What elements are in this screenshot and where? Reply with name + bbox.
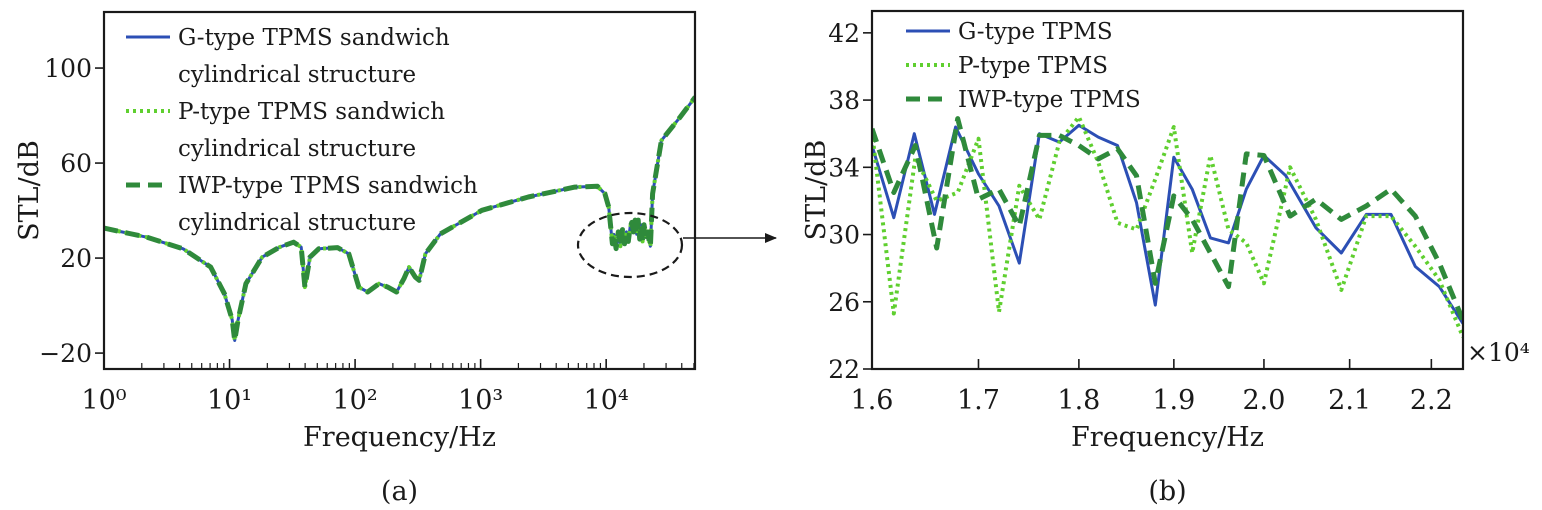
series-group [104,95,695,343]
y-tick-label: 60 [60,149,92,178]
series-line-iwp [104,95,695,343]
x-axis-label: Frequency/Hz [1071,422,1264,453]
x-tick-label: 1.7 [957,385,1000,416]
x-tick-label: 10³ [458,385,503,416]
x-tick-label: 1.9 [1152,385,1195,416]
panel-a: 10⁰ 10¹ 10² 10³ 10⁴ −20 20 60 100 Frequency/Hz STL… [14,10,697,507]
panel-caption: (a) [381,476,418,507]
legend-label: cylindrical structure [178,62,416,88]
panel-caption: (b) [1148,476,1186,507]
x-tick-label: 2.2 [1410,385,1453,416]
series-line-p [872,114,1463,338]
legend-label: IWP-type TPMS sandwich [178,173,478,199]
series-line-iwp [872,116,1463,322]
legend-label: G-type TPMS [958,19,1113,45]
y-tick-label: 42 [828,19,860,48]
x-axis-label: Frequency/Hz [303,422,496,453]
x-tick-label: 10¹ [207,385,252,416]
legend-label: cylindrical structure [178,210,416,236]
highlight-ellipse [576,211,684,279]
x-tick-label: 2.1 [1328,385,1371,416]
y-tick-label: 22 [828,355,860,384]
legend: G-type TPMS P-type TPMS IWP-type TPMS [906,19,1141,113]
legend-label: P-type TPMS sandwich [178,99,445,125]
x-multiplier-label: ×10⁴ [1467,338,1530,367]
plot-frame [102,10,697,371]
panel-b: 1.6 1.7 1.8 1.9 2.0 2.1 2.2 22 26 30 34 38 42 Frequen… [801,9,1530,507]
y-tick-label: −20 [39,339,92,368]
x-tick-label: 2.0 [1242,385,1285,416]
y-tick-label: 34 [828,153,860,182]
legend-label: cylindrical structure [178,136,416,162]
legend-label: IWP-type TPMS [958,87,1141,113]
y-axis-label: STL/dB [14,140,45,241]
y-axis-label: STL/dB [801,140,832,241]
y-tick-label: 100 [44,54,92,83]
legend: G-type TPMS sandwich cylindrical structur… [126,25,478,236]
series-group [872,114,1463,338]
legend-label: P-type TPMS [958,53,1108,79]
y-tick-label: 30 [828,221,860,250]
y-tick-label: 26 [828,288,860,317]
y-tick-label: 38 [828,86,860,115]
x-tick-label: 10² [332,385,377,416]
x-tick-label: 1.6 [851,385,894,416]
plot-frame [870,9,1465,371]
x-tick-label: 10⁰ [81,385,126,416]
y-tick-label: 20 [60,244,92,273]
zoom-annotation [576,211,777,279]
legend-label: G-type TPMS sandwich [178,25,450,51]
x-tick-label: 1.8 [1057,385,1100,416]
x-tick-label: 10⁴ [584,385,629,416]
